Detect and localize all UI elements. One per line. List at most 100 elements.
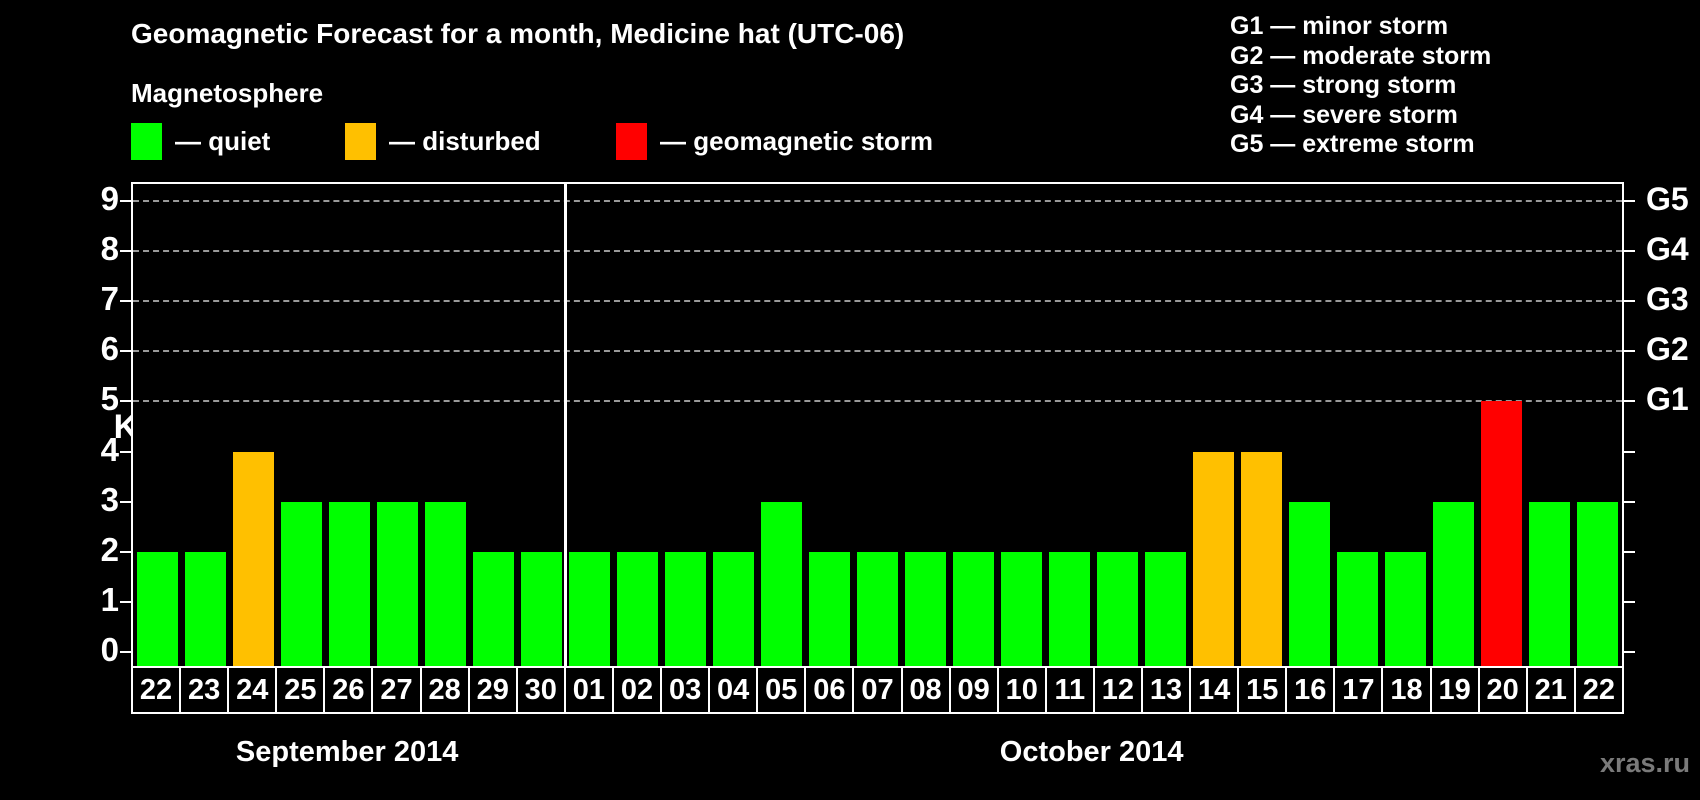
magnetosphere-label: Magnetosphere [131, 78, 324, 108]
y-axis-tick-right [1624, 600, 1635, 603]
kp-bar-oct-05 [760, 501, 802, 666]
kp-bar-oct-22 [1577, 501, 1619, 666]
y-axis-tick-left [120, 600, 131, 603]
date-cell: 25 [275, 668, 323, 712]
date-cell: 19 [1429, 668, 1478, 712]
date-cell: 27 [371, 668, 419, 712]
legend-item-storm: — geomagnetic storm [616, 121, 933, 161]
y-axis-tick-left [120, 400, 131, 403]
right-axis-label-g4: G4 [1646, 231, 1689, 268]
magnetosphere-legend: — quiet — disturbed — geomagnetic storm [131, 121, 1031, 161]
legend-item-quiet: — quiet [131, 121, 270, 161]
y-axis-tick-left [120, 651, 131, 653]
kp-bar-sep-30 [520, 551, 562, 666]
date-cell: 21 [1525, 668, 1574, 712]
kp-bar-oct-10 [1001, 551, 1043, 666]
kp-bar-oct-01 [568, 551, 610, 666]
kp-bar-oct-09 [953, 551, 995, 666]
gridline-kp8 [133, 250, 1622, 253]
date-cell: 08 [900, 668, 949, 712]
date-cell: 26 [323, 668, 371, 712]
date-cell: 18 [1381, 668, 1429, 712]
kp-bar-oct-11 [1049, 551, 1091, 666]
date-cell: 09 [948, 668, 997, 712]
g-legend-line-4: G4 — severe storm [1230, 100, 1458, 129]
disturbed-color-swatch [345, 122, 376, 160]
date-cell: 10 [996, 668, 1045, 712]
kp-bar-oct-21 [1529, 501, 1571, 666]
kp-bar-oct-17 [1337, 551, 1379, 666]
date-cell: 05 [756, 668, 804, 712]
kp-bar-oct-06 [808, 551, 850, 666]
y-axis-tick-right [1624, 350, 1635, 353]
y-tick-label-7: 7 [100, 280, 119, 318]
date-cell: 12 [1092, 668, 1141, 712]
month-label-september: September 2014 [235, 736, 459, 768]
y-axis-tick-left [120, 200, 131, 202]
y-tick-label-5: 5 [100, 380, 119, 418]
kp-bar-oct-15 [1241, 451, 1283, 666]
kp-bar-oct-12 [1097, 551, 1139, 666]
watermark: xras.ru [1599, 748, 1690, 778]
y-axis-tick-right [1624, 450, 1635, 453]
kp-bar-oct-14 [1193, 451, 1235, 666]
y-tick-label-9: 9 [100, 180, 119, 217]
date-cell: 11 [1044, 668, 1093, 712]
y-tick-label-8: 8 [100, 230, 119, 268]
month-label-october: October 2014 [999, 736, 1184, 768]
right-axis-label-g5: G5 [1646, 181, 1689, 217]
kp-bar-oct-20 [1481, 401, 1523, 666]
kp-bar-oct-03 [664, 551, 706, 666]
y-tick-label-1: 1 [100, 580, 119, 618]
g-legend-line-5: G5 — extreme storm [1230, 130, 1475, 159]
date-cell: 24 [227, 668, 275, 712]
y-tick-label-6: 6 [100, 330, 119, 368]
kp-bar-sep-27 [376, 501, 418, 666]
legend-label-quiet: — quiet [175, 125, 271, 156]
kp-bar-sep-29 [472, 551, 514, 666]
gridline-kp9 [133, 200, 1622, 202]
right-axis-label-g1: G1 [1646, 381, 1689, 418]
y-tick-label-0: 0 [100, 631, 119, 668]
y-axis-tick-left [120, 350, 131, 353]
g-legend-line-1: G1 — minor storm [1230, 12, 1449, 40]
date-cell: 13 [1140, 668, 1189, 712]
kp-bar-oct-16 [1289, 501, 1331, 666]
y-axis-tick-right [1624, 200, 1635, 202]
y-axis-tick-right [1624, 500, 1635, 503]
y-axis-tick-left [120, 450, 131, 453]
date-cell: 16 [1285, 668, 1333, 712]
date-cell: 22 [139, 673, 173, 706]
kp-bar-sep-24 [232, 451, 274, 666]
quiet-color-swatch [131, 122, 162, 160]
plot-area [120, 182, 1635, 668]
y-axis-tick-left [120, 550, 131, 553]
kp-bar-oct-08 [905, 551, 947, 666]
y-axis-tick-right [1624, 400, 1635, 403]
date-cell: 22 [1573, 668, 1622, 712]
kp-bar-sep-25 [280, 501, 322, 666]
y-axis-tick-right [1624, 300, 1635, 303]
y-tick-label-4: 4 [100, 430, 119, 468]
g-legend-line-2: G2 — moderate storm [1230, 41, 1492, 70]
kp-bar-sep-22 [136, 551, 178, 666]
kp-bar-sep-23 [184, 551, 226, 666]
storm-color-swatch [616, 122, 647, 160]
date-cell: 15 [1237, 668, 1285, 712]
kp-bar-oct-13 [1145, 551, 1187, 666]
x-axis-date-row: 22 23 24 25 26 27 28 29 30 01 02 03 04 05 06 07 08 09 10 11… [131, 666, 1624, 714]
date-cell: 07 [852, 668, 900, 712]
kp-bar-oct-19 [1433, 501, 1475, 666]
y-axis-tick-right [1624, 550, 1635, 553]
y-tick-label-3: 3 [100, 480, 119, 518]
y-axis-tick-left [120, 300, 131, 303]
kp-bar-sep-28 [424, 501, 466, 666]
date-cell: 28 [419, 668, 468, 712]
date-cell: 04 [708, 668, 756, 712]
date-cell: 30 [515, 668, 564, 712]
date-cell: 29 [467, 668, 516, 712]
kp-bar-oct-07 [857, 551, 898, 666]
legend-label-storm: — geomagnetic storm [660, 125, 934, 156]
date-cell: 06 [804, 668, 852, 712]
